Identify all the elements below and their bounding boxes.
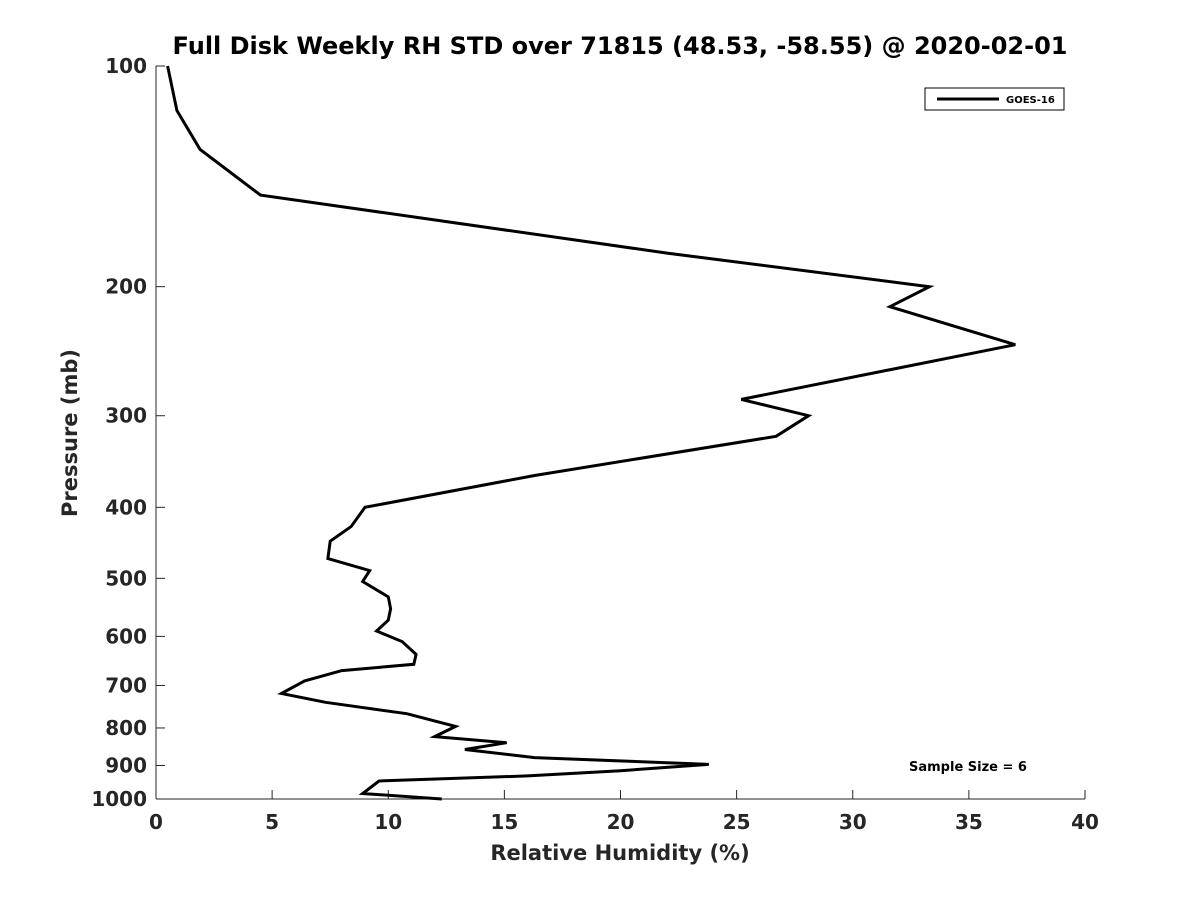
x-tick-label-10: 10: [374, 810, 402, 834]
y-tick-label-700: 700: [105, 673, 147, 697]
y-tick-label-600: 600: [105, 624, 147, 648]
x-axis-title: Relative Humidity (%): [490, 841, 749, 865]
x-tick-label-15: 15: [490, 810, 518, 834]
x-tick-label-0: 0: [149, 810, 163, 834]
chart-title: Full Disk Weekly RH STD over 71815 (48.5…: [173, 32, 1068, 60]
y-tick-label-1000: 1000: [91, 787, 147, 811]
legend: GOES-16: [924, 87, 1065, 111]
y-tick-label-100: 100: [105, 54, 147, 78]
y-tick-label-200: 200: [105, 275, 147, 299]
y-tick-label-400: 400: [105, 495, 147, 519]
series-line-goes-16: [166, 65, 1016, 801]
x-tick-label-30: 30: [839, 810, 867, 834]
y-axis-title: Pressure (mb): [58, 349, 82, 517]
sample-size-annotation: Sample Size = 6: [909, 760, 1027, 775]
plot-area: 0 5 10 15 20 25 30 35 40 100 200 300 400 500 600 700 800…: [91, 54, 1099, 834]
x-tick-label-40: 40: [1071, 810, 1099, 834]
y-tick-label-500: 500: [105, 566, 147, 590]
x-tick-label-35: 35: [955, 810, 983, 834]
y-tick-label-800: 800: [105, 716, 147, 740]
x-tick-label-25: 25: [723, 810, 751, 834]
x-tick-label-20: 20: [607, 810, 635, 834]
legend-label-goes-16: GOES-16: [1006, 95, 1055, 106]
x-tick-label-5: 5: [265, 810, 279, 834]
y-tick-label-900: 900: [105, 753, 147, 777]
y-tick-label-300: 300: [105, 404, 147, 428]
